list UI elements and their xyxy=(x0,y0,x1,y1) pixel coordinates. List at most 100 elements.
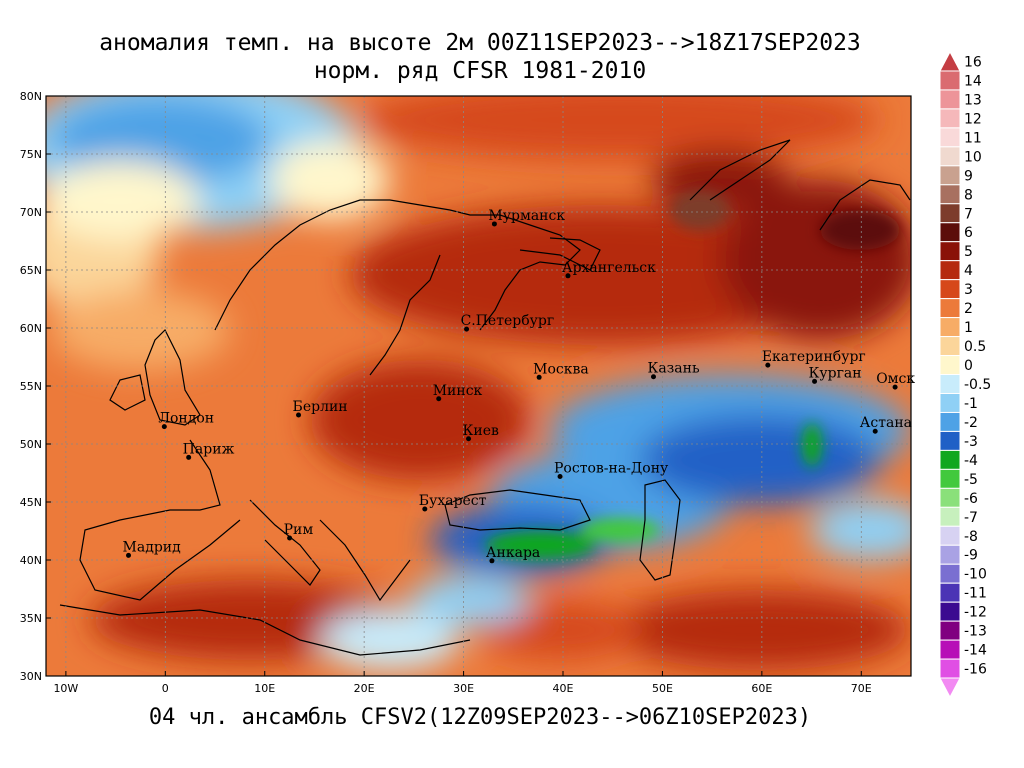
colorbar-label: 6 xyxy=(964,225,973,241)
lon-tick-label: 30E xyxy=(453,682,474,695)
city-label: Ростов-на-Дону xyxy=(554,460,669,476)
coastlines xyxy=(59,139,911,656)
city-marker xyxy=(765,362,771,368)
colorbar-swatch xyxy=(939,411,961,432)
latitude-labels: 80N 75N 70N 65N 60N 55N 50N 45N 40N 35N 30N xyxy=(20,90,51,683)
colorbar-swatch xyxy=(939,108,961,129)
colorbar-swatch xyxy=(939,449,961,470)
colorbar-label: -13 xyxy=(964,624,987,640)
colorbar-swatch xyxy=(939,620,961,641)
colorbar-label: -2 xyxy=(964,415,978,431)
map-title: аномалия темп. на высоте 2м 00Z11SEP2023… xyxy=(99,30,861,56)
lon-tick-label: 60E xyxy=(751,682,772,695)
colorbar-swatch xyxy=(939,506,961,527)
colorbar-swatch xyxy=(939,563,961,584)
lon-tick-label: 20E xyxy=(354,682,375,695)
colorbar-swatch xyxy=(939,146,961,167)
lon-tick-label: 40E xyxy=(553,682,574,695)
colorbar-swatch xyxy=(939,241,961,262)
colorbar-label: 3 xyxy=(964,282,973,298)
colorbar-label: -11 xyxy=(964,586,987,602)
colorbar-label: -1 xyxy=(964,396,978,412)
colorbar-swatch xyxy=(939,639,961,660)
colorbar-label: -7 xyxy=(964,510,978,526)
colorbar-swatch xyxy=(939,658,961,679)
colorbar-swatch xyxy=(939,374,961,394)
city-label: Екатеринбург xyxy=(762,349,866,365)
colorbar-label: -4 xyxy=(964,453,978,469)
lat-tick-label: 55N xyxy=(20,380,42,393)
city-marker xyxy=(161,424,167,430)
city-label: Минск xyxy=(433,383,483,399)
city-label: С.Петербург xyxy=(461,313,555,329)
city-marker xyxy=(287,535,293,541)
colorbar-swatch xyxy=(939,355,961,376)
colorbar-label: 2 xyxy=(964,301,973,317)
city-marker xyxy=(126,552,132,558)
lon-tick-label: 0 xyxy=(162,682,169,695)
colorbar-label: 1 xyxy=(964,320,973,336)
colorbar-swatch xyxy=(939,184,961,205)
city-label: Москва xyxy=(533,361,589,377)
colorbar-label: -0.5 xyxy=(964,377,991,393)
city-marker xyxy=(565,273,571,279)
lon-tick-label: 10E xyxy=(254,682,275,695)
colorbar-label: -12 xyxy=(964,605,987,621)
city-marker xyxy=(422,506,428,512)
colorbar-label: -6 xyxy=(964,491,978,507)
lat-tick-label: 40N xyxy=(20,554,42,567)
colorbar-swatch xyxy=(939,336,961,357)
map-subtitle: норм. ряд CFSR 1981-2010 xyxy=(313,58,647,84)
colorbar-swatch xyxy=(939,260,961,281)
colorbar-swatch xyxy=(939,468,961,489)
colorbar-swatch xyxy=(939,582,961,603)
graticule xyxy=(46,96,911,676)
colorbar-top-arrow xyxy=(939,50,961,72)
city-label: Париж xyxy=(183,441,235,457)
city-label: Берлин xyxy=(293,399,348,415)
colorbar-swatch xyxy=(939,89,961,110)
colorbar-label: 13 xyxy=(964,92,982,108)
city-label: Мадрид xyxy=(123,539,182,555)
city-marker xyxy=(536,374,542,380)
colorbar-label: 10 xyxy=(964,149,982,165)
city-marker xyxy=(464,326,470,332)
colorbar-swatch xyxy=(939,203,961,224)
city-marker xyxy=(812,378,818,384)
colorbar-label: 8 xyxy=(964,187,973,203)
colorbar-label: -9 xyxy=(964,548,978,564)
city-marker xyxy=(186,454,192,460)
colorbar-swatch xyxy=(939,430,961,451)
colorbar-swatch xyxy=(939,601,961,622)
city-marker xyxy=(892,384,898,390)
lat-tick-label: 60N xyxy=(20,322,42,335)
city-label: Киев xyxy=(463,423,499,439)
colorbar-label: 5 xyxy=(964,244,973,260)
city-marker xyxy=(650,374,656,380)
city-marker xyxy=(872,428,878,434)
colorbar-label: 0 xyxy=(964,358,973,374)
colorbar-label: -16 xyxy=(964,662,987,678)
city-marker xyxy=(296,412,302,418)
lon-tick-label: 10W xyxy=(53,682,78,695)
city-label: Казань xyxy=(647,361,699,377)
city-label: Архангельск xyxy=(562,260,656,276)
city-label: Мурманск xyxy=(488,208,565,224)
ensemble-footer: 04 чл. ансамбль CFSV2(12Z09SEP2023-->06Z… xyxy=(148,705,812,730)
colorbar-label: 14 xyxy=(964,73,982,89)
colorbar-swatch xyxy=(939,279,961,300)
colorbar-swatch xyxy=(939,298,961,319)
colorbar-label: 12 xyxy=(964,111,982,127)
city-label: Астана xyxy=(860,415,912,431)
lat-tick-label: 70N xyxy=(20,206,42,219)
colorbar-bottom-arrow xyxy=(939,677,961,699)
colorbar-label: 11 xyxy=(964,130,982,146)
colorbar-label: -8 xyxy=(964,529,978,545)
colorbar-label: 4 xyxy=(964,263,973,279)
lat-tick-label: 65N xyxy=(20,264,42,277)
colorbar-label: 0.5 xyxy=(964,339,986,355)
longitude-labels: 10W 0 10E 20E 30E 40E 50E 60E 70E xyxy=(53,671,872,695)
city-label: Омск xyxy=(876,371,915,387)
colorbar-swatch xyxy=(939,222,961,243)
